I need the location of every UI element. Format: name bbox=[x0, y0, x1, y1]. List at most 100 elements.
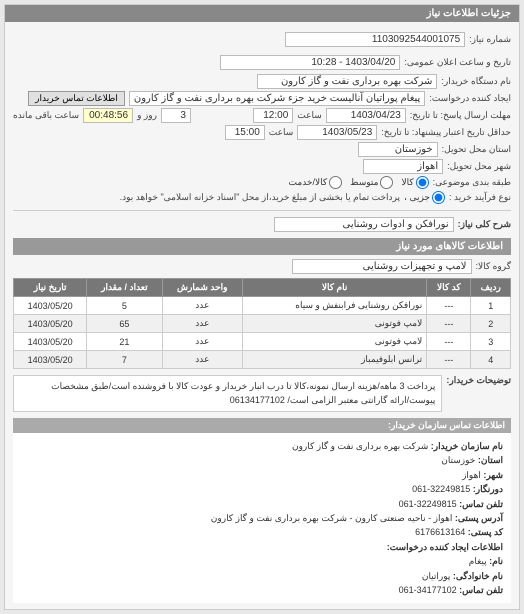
c-tel-label: تلفن تماس: bbox=[459, 499, 503, 509]
goods-section-title: اطلاعات کالاهای مورد نیاز bbox=[13, 238, 511, 255]
cell-unit: عدد bbox=[162, 297, 243, 315]
col-qty: تعداد / مقدار bbox=[87, 279, 162, 297]
province-value: خوزستان bbox=[358, 142, 438, 157]
row-need-no: شماره نیاز: 1103092544001075 تاریخ و ساع… bbox=[13, 30, 511, 72]
row-buyer-org: نام دستگاه خریدار: شرکت بهره برداری نفت … bbox=[13, 74, 511, 89]
group-label: طبقه بندی موضوعی: bbox=[433, 177, 511, 188]
c-name: پیغام bbox=[469, 556, 487, 566]
radio-kala-input[interactable] bbox=[416, 176, 429, 189]
panel-title: جزئیات اطلاعات نیاز bbox=[5, 5, 519, 22]
process-label: نوع فرآیند خرید : bbox=[449, 192, 511, 203]
cell-qty: 65 bbox=[87, 315, 162, 333]
cell-date: 1403/05/20 bbox=[14, 333, 87, 351]
cell-name: ترانس ابلوفیمباز bbox=[243, 351, 427, 369]
table-row: 2---لامپ فوتونیعدد651403/05/20 bbox=[14, 315, 511, 333]
col-date: تاریخ نیاز bbox=[14, 279, 87, 297]
c-post: 6176613164 bbox=[415, 527, 465, 537]
c-city: اهواز bbox=[462, 470, 481, 480]
row-province: استان محل تحویل: خوزستان bbox=[13, 142, 511, 157]
need-no-value: 1103092544001075 bbox=[285, 32, 465, 47]
cell-date: 1403/05/20 bbox=[14, 297, 87, 315]
row-city: شهر محل تحویل: اهواز bbox=[13, 159, 511, 174]
announce-value: 1403/04/20 - 10:28 bbox=[220, 55, 400, 70]
goods-group-label: گروه کالا: bbox=[476, 261, 511, 272]
credit-time-label: ساعت bbox=[269, 127, 294, 138]
col-unit: واحد شمارش bbox=[162, 279, 243, 297]
radio-vasat-label: متوسط bbox=[350, 177, 378, 188]
c-prov-label: استان: bbox=[478, 455, 503, 465]
radio-kala[interactable]: کالا bbox=[401, 176, 428, 189]
c-addr-label: آدرس پستی: bbox=[455, 513, 503, 523]
c-phone-label: تلفن تماس: bbox=[459, 585, 503, 595]
deadline-time-label: ساعت bbox=[297, 110, 322, 121]
radio-khadamat-input[interactable] bbox=[329, 176, 342, 189]
cell-qty: 21 bbox=[87, 333, 162, 351]
need-title-label: شرح کلی نیاز: bbox=[458, 219, 511, 230]
row-process: نوع فرآیند خرید : جزیی ، پرداخت تمام یا … bbox=[13, 191, 511, 204]
c-creator-label: اطلاعات ایجاد کننده درخواست: bbox=[387, 542, 503, 552]
radio-jozi-label: جزیی ، bbox=[404, 192, 430, 203]
deadline-date: 1403/04/23 bbox=[326, 108, 406, 123]
radio-vasat[interactable]: متوسط bbox=[350, 176, 393, 189]
row-requester: ایجاد کننده درخواست: پیغام پوراتیان آنال… bbox=[13, 91, 511, 106]
cell-row: 3 bbox=[471, 333, 511, 351]
row-credit: حداقل تاریخ اعتبار پیشنهاد: تا تاریخ: 14… bbox=[13, 125, 511, 140]
notes-text: پرداخت 3 ماهه/هزینه ارسال نمونه،کالا تا … bbox=[13, 375, 442, 412]
cell-date: 1403/05/20 bbox=[14, 315, 87, 333]
cell-date: 1403/05/20 bbox=[14, 351, 87, 369]
cell-unit: عدد bbox=[162, 315, 243, 333]
province-label: استان محل تحویل: bbox=[442, 144, 511, 155]
city-value: اهواز bbox=[363, 159, 443, 174]
requester-label: ایجاد کننده درخواست: bbox=[429, 93, 511, 104]
buyer-org-label: نام دستگاه خریدار: bbox=[441, 76, 511, 87]
row-notes: توضیحات خریدار: پرداخت 3 ماهه/هزینه ارسا… bbox=[13, 375, 511, 412]
col-name: نام کالا bbox=[243, 279, 427, 297]
panel-body: شماره نیاز: 1103092544001075 تاریخ و ساع… bbox=[5, 22, 519, 609]
contact-box: نام سازمان خریدار: شرکت بهره برداری نفت … bbox=[13, 433, 511, 603]
cell-row: 4 bbox=[471, 351, 511, 369]
cell-code: --- bbox=[427, 333, 471, 351]
radio-kala-label: کالا bbox=[401, 177, 413, 188]
goods-group-value: لامپ و تجهیزات روشنایی bbox=[292, 259, 472, 274]
credit-label: حداقل تاریخ اعتبار پیشنهاد: تا تاریخ: bbox=[381, 127, 511, 138]
row-deadline: مهلت ارسال پاسخ: تا تاریخ: 1403/04/23 سا… bbox=[13, 108, 511, 123]
cell-code: --- bbox=[427, 351, 471, 369]
table-row: 3---لامپ فوتونیعدد211403/05/20 bbox=[14, 333, 511, 351]
c-org: شرکت بهره برداری نفت و گاز کارون bbox=[292, 441, 428, 451]
col-row: ردیف bbox=[471, 279, 511, 297]
c-tel: 32249815-061 bbox=[399, 499, 457, 509]
days-label: روز و bbox=[137, 110, 157, 121]
c-prov: خوزستان bbox=[441, 455, 475, 465]
radio-jozi-input[interactable] bbox=[432, 191, 445, 204]
row-need-title: شرح کلی نیاز: نورافکن و ادوات روشنایی bbox=[13, 217, 511, 232]
contact-section-title: اطلاعات تماس سازمان خریدار: bbox=[13, 418, 511, 433]
remain-value: 00:48:56 bbox=[83, 108, 133, 123]
c-name-label: نام: bbox=[489, 556, 503, 566]
cell-qty: 7 bbox=[87, 351, 162, 369]
need-title-value: نورافکن و ادوات روشنایی bbox=[274, 217, 454, 232]
row-goods-group: گروه کالا: لامپ و تجهیزات روشنایی bbox=[13, 259, 511, 274]
cell-name: نورافکن روشنایی فرابنفش و سیاه bbox=[243, 297, 427, 315]
table-header-row: ردیف کد کالا نام کالا واحد شمارش تعداد /… bbox=[14, 279, 511, 297]
deadline-time: 12:00 bbox=[253, 108, 293, 123]
c-org-label: نام سازمان خریدار: bbox=[431, 441, 503, 451]
cell-code: --- bbox=[427, 297, 471, 315]
radio-vasat-input[interactable] bbox=[380, 176, 393, 189]
radio-khadamat[interactable]: کالا/خدمت bbox=[289, 176, 343, 189]
days-value: 3 bbox=[161, 108, 191, 123]
credit-time: 15:00 bbox=[225, 125, 265, 140]
cell-name: لامپ فوتونی bbox=[243, 315, 427, 333]
radio-khadamat-label: کالا/خدمت bbox=[289, 177, 328, 188]
remain-label: ساعت باقی مانده bbox=[13, 110, 79, 121]
announce-label: تاریخ و ساعت اعلان عمومی: bbox=[404, 57, 511, 68]
table-row: 4---ترانس ابلوفیمبازعدد71403/05/20 bbox=[14, 351, 511, 369]
c-fax: 32249815-061 bbox=[412, 484, 470, 494]
details-panel: جزئیات اطلاعات نیاز شماره نیاز: 11030925… bbox=[4, 4, 520, 610]
row-group: طبقه بندی موضوعی: کالا متوسط کالا/خدمت bbox=[13, 176, 511, 189]
table-row: 1---نورافکن روشنایی فرابنفش و سیاهعدد514… bbox=[14, 297, 511, 315]
c-city-label: شهر: bbox=[483, 470, 503, 480]
radio-jozi[interactable]: جزیی ، bbox=[404, 191, 445, 204]
cell-unit: عدد bbox=[162, 351, 243, 369]
contact-info-button[interactable]: اطلاعات تماس خریدار bbox=[28, 91, 125, 106]
cell-name: لامپ فوتونی bbox=[243, 333, 427, 351]
